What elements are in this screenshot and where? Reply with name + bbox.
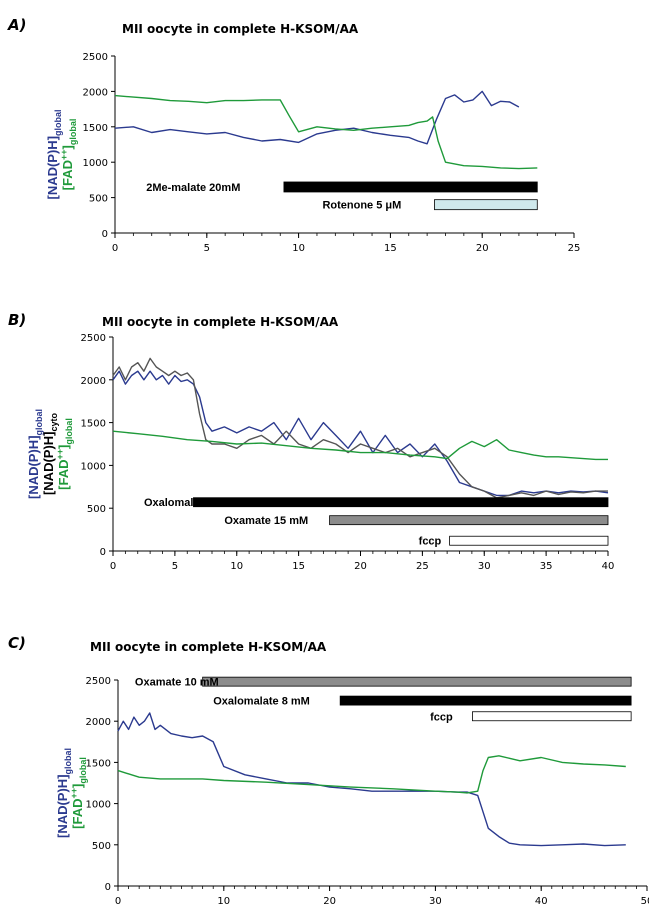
x-tick-label: 10 [292, 243, 305, 254]
y-tick-label: 1500 [83, 123, 108, 134]
treatment-label: 2Me-malate 20mM [146, 182, 240, 194]
y-axis-label: [FAD++]global [55, 418, 74, 490]
y-tick-label: 0 [102, 229, 108, 240]
chart-title: MII oocyte in complete H-KSOM/AA [90, 640, 327, 654]
x-tick-label: 10 [230, 561, 243, 572]
panel-label: A) [7, 16, 26, 34]
y-tick-label: 2000 [83, 87, 108, 98]
treatment-label: Rotenone 5 μM [322, 200, 401, 212]
treatment-label: fccp [430, 711, 453, 723]
treatment-bar [472, 711, 632, 722]
treatment-bar [434, 199, 538, 211]
series-line-2 [112, 430, 608, 461]
x-tick-label: 20 [323, 896, 336, 907]
x-tick-label: 20 [354, 561, 367, 572]
chart-title: MII oocyte in complete H-KSOM/AA [102, 315, 339, 329]
x-tick-label: 25 [568, 243, 581, 254]
y-tick-label: 2500 [83, 52, 108, 63]
x-tick-label: 35 [540, 561, 553, 572]
series-line-0 [114, 90, 520, 145]
treatment-bar [193, 497, 609, 508]
x-tick-label: 15 [384, 243, 397, 254]
x-tick-label: 40 [535, 896, 548, 907]
y-axis-label: [NAD(P)H]global [45, 109, 63, 199]
x-tick-label: 30 [478, 561, 491, 572]
treatment-label: Oxalomalate 8 mM [213, 696, 310, 708]
y-tick-label: 1500 [81, 419, 106, 430]
treatment-label: Oxamate 10 mM [135, 677, 219, 689]
series-line-1 [117, 755, 626, 794]
y-tick-label: 2500 [81, 333, 106, 344]
series-line-0 [112, 370, 609, 497]
chart-title: MII oocyte in complete H-KSOM/AA [122, 22, 359, 36]
y-tick-label: 2000 [81, 376, 106, 387]
treatment-bar [202, 676, 632, 687]
y-tick-label: 500 [87, 504, 106, 515]
treatment-label: Oxamate 15 mM [224, 515, 308, 527]
x-tick-label: 10 [217, 896, 230, 907]
x-tick-label: 0 [112, 243, 118, 254]
y-tick-label: 500 [89, 194, 108, 205]
x-tick-label: 0 [115, 896, 121, 907]
panel-c: C) MII oocyte in complete H-KSOM/AA 0 10 20 3… [8, 634, 649, 907]
panel-b: B) MII oocyte in complete H-KSOM/AA 0 5 10 15… [8, 311, 614, 572]
x-tick-label: 25 [416, 561, 429, 572]
treatment-bar [283, 181, 538, 193]
x-tick-label: 15 [292, 561, 305, 572]
treatment-bar [329, 515, 609, 526]
y-tick-label: 500 [92, 841, 111, 852]
y-axis-label: [NAD(P)H]global [55, 748, 73, 838]
panel-a: A) MII oocyte in complete H-KSOM/AA 0 5 10 15… [7, 16, 580, 254]
y-tick-label: 2500 [86, 676, 111, 687]
treatment-bar [339, 695, 632, 706]
x-tick-label: 5 [204, 243, 210, 254]
y-axis-label: [NAD(P)H]global [26, 409, 44, 499]
x-tick-label: 40 [602, 561, 615, 572]
series-line-0 [117, 712, 626, 847]
treatment-label: fccp [419, 536, 442, 548]
series-line-1 [114, 94, 538, 170]
x-tick-label: 50 [641, 896, 649, 907]
y-tick-label: 0 [100, 547, 106, 558]
panel-label: B) [8, 311, 26, 329]
x-tick-label: 5 [172, 561, 178, 572]
y-tick-label: 1000 [83, 158, 108, 169]
y-axis-label: [FAD++]global [59, 119, 78, 191]
y-tick-label: 0 [105, 882, 111, 893]
y-axis-label: [NAD(P)H]cyto [41, 412, 59, 495]
y-axis-label: [FAD++]global [69, 757, 88, 829]
y-tick-label: 1500 [86, 758, 111, 769]
x-tick-label: 20 [476, 243, 489, 254]
x-tick-label: 0 [110, 561, 116, 572]
y-tick-label: 2000 [86, 717, 111, 728]
treatment-bar [449, 535, 609, 546]
y-tick-label: 1000 [81, 461, 106, 472]
treatment-label: Oxalomalate 8 mM [144, 497, 241, 509]
panel-label: C) [8, 634, 26, 652]
x-tick-label: 30 [429, 896, 442, 907]
y-tick-label: 1000 [86, 800, 111, 811]
